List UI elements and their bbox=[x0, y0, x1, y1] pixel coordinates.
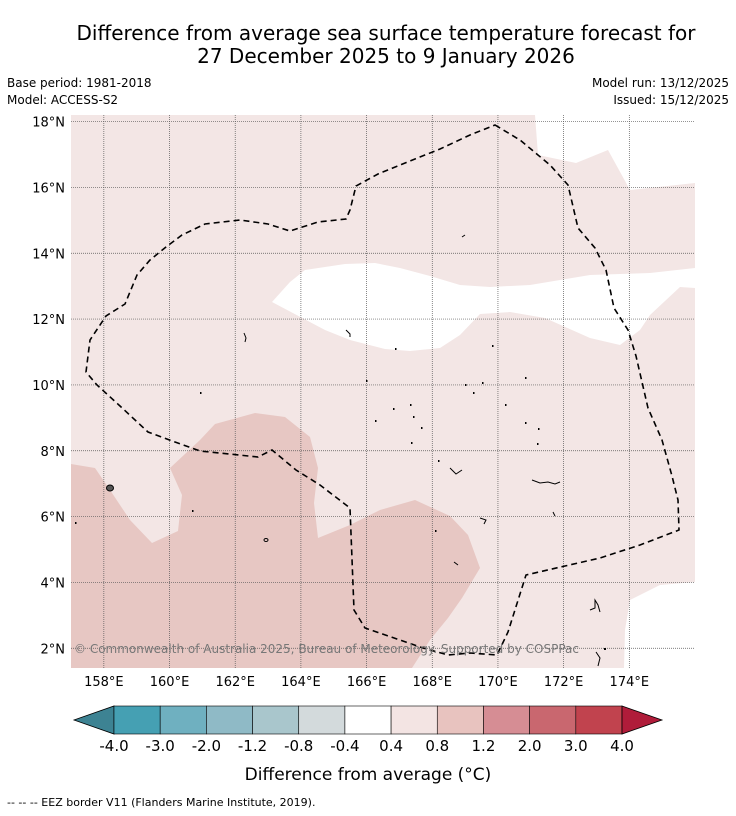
longitude-tick-label: 162°E bbox=[215, 675, 255, 690]
colorbar-swatch bbox=[206, 705, 253, 735]
neutral-region-central bbox=[272, 263, 695, 351]
colorbar-tick-label: 2.0 bbox=[518, 737, 542, 755]
colorbar-tick-label: -0.8 bbox=[284, 737, 313, 755]
colorbar-tick-label: -1.2 bbox=[238, 737, 267, 755]
latitude-tick-label: 4°N bbox=[41, 576, 66, 591]
small-island-dots bbox=[75, 345, 606, 650]
longitude-tick-label: 160°E bbox=[150, 675, 190, 690]
colorbar-swatch bbox=[575, 705, 623, 735]
island-marker bbox=[345, 329, 351, 337]
colorbar-swatch bbox=[298, 705, 346, 735]
issued-date: Issued: 15/12/2025 bbox=[613, 93, 729, 107]
colorbar-swatch bbox=[252, 705, 300, 735]
colorbar-tick-label: -3.0 bbox=[146, 737, 175, 755]
longitude-tick-label: 164°E bbox=[281, 675, 321, 690]
latitude-tick-label: 16°N bbox=[32, 181, 65, 196]
island-marker bbox=[595, 651, 601, 667]
colorbar-swatch bbox=[113, 705, 161, 735]
map-area: © Commonwealth of Australia 2025, Bureau… bbox=[71, 115, 695, 668]
latitude-tick-label: 18°N bbox=[32, 116, 65, 131]
island-marker bbox=[552, 511, 556, 517]
island-marker bbox=[453, 561, 459, 566]
latitude-tick-label: 2°N bbox=[41, 642, 66, 657]
latitude-tick-label: 8°N bbox=[41, 445, 66, 460]
latitude-tick-label: 10°N bbox=[32, 379, 65, 394]
island-marker bbox=[479, 517, 487, 525]
neutral-region-top-right bbox=[535, 115, 695, 190]
model-run: Model run: 13/12/2025 bbox=[591, 76, 729, 90]
base-period: Base period: 1981-2018 bbox=[7, 76, 152, 90]
latitude-labels: 18°N 16°N 14°N 12°N 10°N 8°N 6°N 4°N 2°N bbox=[32, 116, 65, 658]
island-marker bbox=[461, 234, 466, 238]
colorbar-tick-label: -2.0 bbox=[192, 737, 221, 755]
colorbar-over-arrow bbox=[621, 705, 664, 735]
island-marker bbox=[531, 479, 561, 485]
colorbar-swatch bbox=[436, 705, 484, 735]
meta-right: Model run: 13/12/2025 Issued: 15/12/2025 bbox=[592, 75, 729, 109]
longitude-tick-label: 172°E bbox=[544, 675, 584, 690]
title-line-2: 27 December 2025 to 9 January 2026 bbox=[197, 44, 575, 68]
island-marker bbox=[263, 538, 269, 542]
title-line-1: Difference from average sea surface temp… bbox=[76, 21, 696, 45]
colorbar-tick-label: 0.4 bbox=[379, 737, 403, 755]
copyright-notice: © Commonwealth of Australia 2025, Bureau… bbox=[74, 642, 579, 656]
longitude-labels: 158°E 160°E 162°E 164°E 166°E 168°E 170°E 172°E… bbox=[84, 675, 649, 690]
colorbar-under-arrow bbox=[72, 705, 115, 735]
colorbar-tick-label: 0.8 bbox=[425, 737, 449, 755]
colorbar-tick-label: -4.0 bbox=[99, 737, 128, 755]
colorbar-swatch bbox=[159, 705, 207, 735]
latitude-tick-label: 14°N bbox=[32, 247, 65, 262]
island-marker bbox=[449, 467, 463, 475]
island-marker bbox=[589, 598, 601, 613]
island-marker bbox=[243, 332, 247, 343]
neutral-region-bottom-right bbox=[624, 582, 695, 668]
islands bbox=[106, 234, 601, 667]
map-title: Difference from average sea surface temp… bbox=[0, 22, 736, 68]
colorbar-tick-label: 3.0 bbox=[564, 737, 588, 755]
graticule bbox=[71, 115, 695, 668]
longitude-tick-label: 168°E bbox=[412, 675, 452, 690]
colorbar-swatch bbox=[344, 705, 392, 735]
longitude-tick-label: 174°E bbox=[610, 675, 650, 690]
latitude-tick-label: 12°N bbox=[32, 313, 65, 328]
warm-anomaly-region bbox=[71, 413, 480, 668]
meta-left: Base period: 1981-2018 Model: ACCESS-S2 bbox=[7, 75, 152, 109]
colorbar-tick-label: -0.4 bbox=[330, 737, 359, 755]
latitude-tick-label: 6°N bbox=[41, 511, 66, 526]
model-name: Model: ACCESS-S2 bbox=[7, 93, 119, 107]
colorbar-tick-label: 4.0 bbox=[610, 737, 634, 755]
colorbar-swatch bbox=[529, 705, 577, 735]
island-marker bbox=[106, 484, 114, 492]
longitude-tick-label: 158°E bbox=[84, 675, 124, 690]
eez-footnote: -- -- -- EEZ border V11 (Flanders Marine… bbox=[7, 796, 316, 809]
colorbar: -4.0 -3.0 -2.0 -1.2 -0.8 -0.4 0.4 0.8 1.2 2.0 3.0 4… bbox=[72, 705, 664, 755]
longitude-tick-label: 170°E bbox=[478, 675, 518, 690]
colorbar-swatch bbox=[483, 705, 530, 735]
colorbar-tick-label: 1.2 bbox=[472, 737, 496, 755]
colorbar-swatch bbox=[390, 705, 438, 735]
longitude-tick-label: 166°E bbox=[347, 675, 387, 690]
colorbar-label: Difference from average (°C) bbox=[245, 765, 492, 785]
